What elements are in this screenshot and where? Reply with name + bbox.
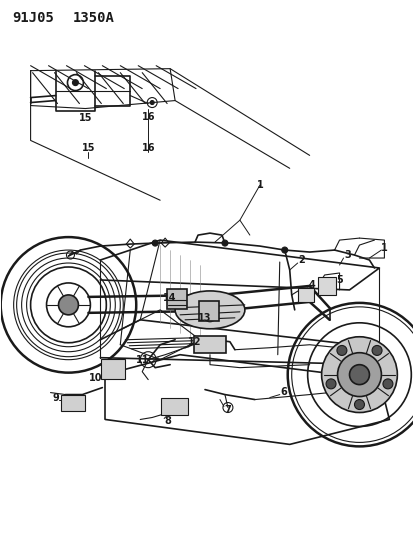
- Circle shape: [349, 365, 368, 385]
- Text: 1: 1: [256, 180, 263, 190]
- Text: 8: 8: [164, 416, 171, 426]
- Circle shape: [204, 310, 216, 322]
- Text: 2: 2: [298, 255, 304, 265]
- FancyBboxPatch shape: [194, 336, 225, 353]
- Circle shape: [382, 379, 392, 389]
- Text: 15: 15: [78, 114, 92, 124]
- Circle shape: [152, 240, 158, 246]
- Text: 3: 3: [343, 250, 350, 260]
- Text: 13: 13: [198, 313, 211, 323]
- Text: 10: 10: [88, 373, 102, 383]
- Circle shape: [58, 295, 78, 315]
- Text: 6: 6: [280, 386, 287, 397]
- Text: 12: 12: [188, 337, 201, 347]
- Text: 1: 1: [380, 243, 387, 253]
- Text: 7: 7: [224, 405, 231, 415]
- FancyBboxPatch shape: [199, 301, 218, 321]
- Circle shape: [321, 337, 396, 413]
- Circle shape: [371, 345, 381, 356]
- FancyBboxPatch shape: [62, 394, 85, 410]
- Circle shape: [281, 247, 287, 253]
- Circle shape: [337, 353, 380, 397]
- Circle shape: [150, 101, 154, 104]
- Ellipse shape: [175, 291, 244, 329]
- FancyBboxPatch shape: [167, 289, 187, 309]
- Text: 1350A: 1350A: [72, 11, 114, 25]
- Text: 16: 16: [141, 143, 154, 154]
- Circle shape: [221, 240, 228, 246]
- Text: 16: 16: [141, 111, 154, 122]
- Circle shape: [354, 400, 363, 409]
- FancyBboxPatch shape: [317, 277, 335, 295]
- Text: 5: 5: [335, 275, 342, 285]
- Text: 9: 9: [52, 393, 59, 402]
- FancyBboxPatch shape: [161, 398, 188, 416]
- Circle shape: [336, 345, 346, 356]
- Text: 14: 14: [163, 293, 176, 303]
- Text: 11: 11: [135, 354, 149, 365]
- Text: 91J05: 91J05: [13, 11, 55, 25]
- FancyBboxPatch shape: [297, 288, 313, 302]
- Circle shape: [325, 379, 335, 389]
- Text: 15: 15: [81, 143, 95, 154]
- FancyBboxPatch shape: [101, 359, 125, 378]
- Circle shape: [72, 79, 78, 86]
- Text: 4: 4: [308, 280, 314, 290]
